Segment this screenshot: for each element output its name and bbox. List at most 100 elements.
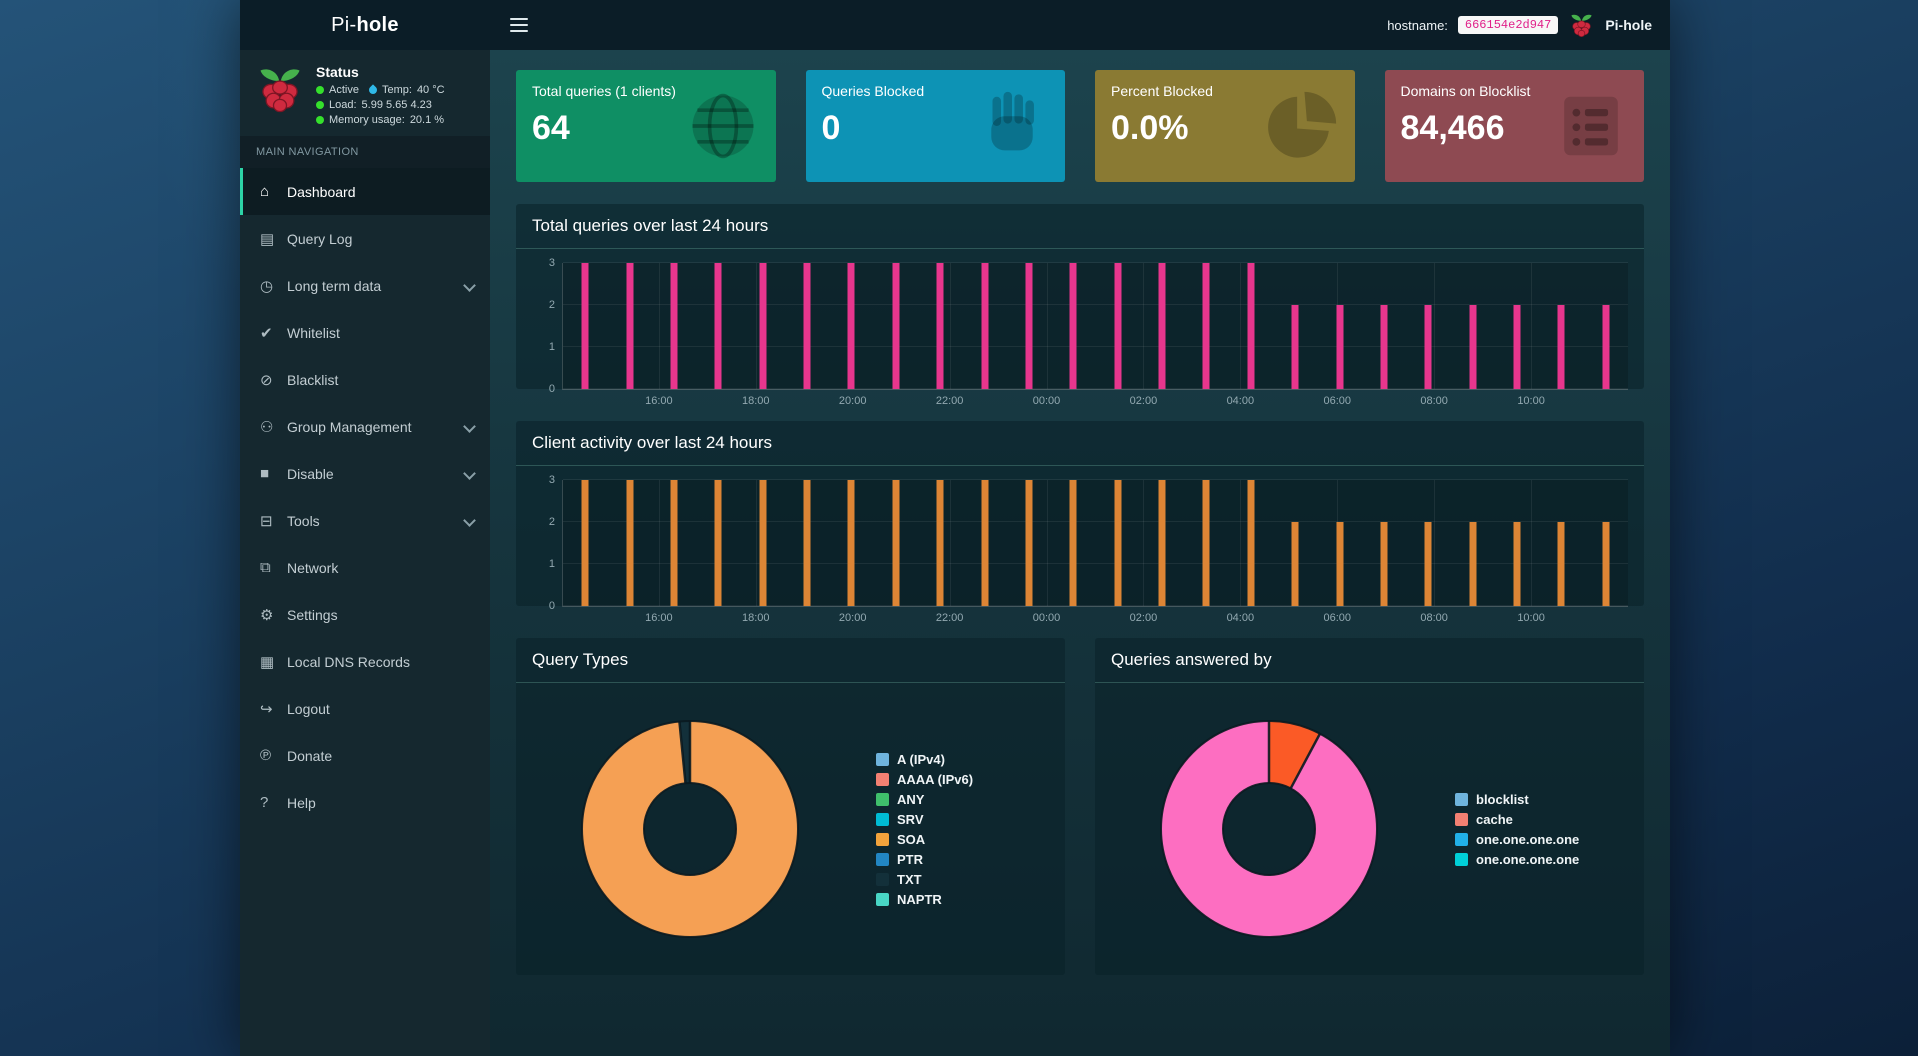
summary-card-2: Percent Blocked 0.0%: [1095, 70, 1355, 182]
sidebar-item-donate[interactable]: ℗ Donate: [240, 732, 490, 779]
legend-label: TXT: [897, 871, 922, 887]
x-axis-label: 16:00: [645, 612, 673, 624]
chevron-down-icon: [463, 420, 476, 433]
x-axis-label: 10:00: [1517, 612, 1545, 624]
legend-label: PTR: [897, 851, 923, 867]
legend-item[interactable]: one.one.one.one: [1455, 852, 1579, 867]
status-title: Status: [316, 64, 359, 80]
sidebar-item-settings[interactable]: ⚙ Settings: [240, 591, 490, 638]
panel-title-query-types: Query Types: [516, 638, 1065, 683]
query-bar: [581, 263, 589, 389]
query-bar: [1602, 305, 1610, 389]
sidebar-item-dashboard[interactable]: ⌂ Dashboard: [240, 168, 490, 215]
chart-pie-icon: [1263, 87, 1341, 165]
card-value: 0.0%: [1111, 109, 1189, 147]
legend-color-chip: [876, 792, 889, 806]
status-memory-row: Memory usage: 20.1 %: [316, 114, 445, 126]
legend-item[interactable]: AAAA (IPv6): [876, 772, 973, 787]
query-bar: [1114, 263, 1122, 389]
legend-item[interactable]: SRV: [876, 812, 973, 827]
legend-item[interactable]: ANY: [876, 792, 973, 807]
card-value: 64: [532, 109, 570, 147]
x-axis-label: 18:00: [741, 612, 770, 624]
card-value: 0: [821, 109, 841, 147]
query-bar: [1247, 263, 1255, 389]
legend-item[interactable]: blocklist: [1455, 792, 1579, 807]
x-axis-label: 22:00: [935, 395, 964, 407]
query-bar: [1025, 480, 1033, 606]
sidebar-toggle-icon[interactable]: [490, 0, 548, 50]
summary-cards: Total queries (1 clients) 64 Queries Block…: [516, 70, 1644, 182]
sidebar-item-local-dns-records[interactable]: ▦ Local DNS Records: [240, 638, 490, 685]
sidebar-item-disable[interactable]: ■ Disable: [240, 450, 490, 497]
load-value: 5.99 5.65 4.23: [361, 99, 432, 111]
status-panel: Status Active Temp: 40 °C Load: 5.99 5.6…: [240, 50, 490, 136]
paypal-icon: ℗: [260, 747, 272, 764]
sidebar-item-label: Dashboard: [287, 183, 356, 200]
query-types-donut: [566, 705, 814, 953]
legend-item[interactable]: SOA: [876, 832, 973, 847]
sidebar-item-tools[interactable]: ⊟ Tools: [240, 497, 490, 544]
query-bar: [1380, 522, 1388, 606]
sidebar-item-blacklist[interactable]: ⊘ Blacklist: [240, 356, 490, 403]
sidebar-item-whitelist[interactable]: ✔ Whitelist: [240, 309, 490, 356]
query-bar: [803, 480, 811, 606]
legend-color-chip: [876, 852, 889, 866]
ban-icon: ⊘: [260, 371, 273, 389]
x-axis-label: 10:00: [1517, 395, 1545, 407]
content-area: Total queries (1 clients) 64 Queries Block…: [490, 50, 1670, 1056]
card-title: Domains on Blocklist: [1400, 83, 1531, 99]
sidebar-item-help[interactable]: ? Help: [240, 779, 490, 826]
queries-answered-by-donut: [1145, 705, 1393, 953]
query-bar: [1380, 305, 1388, 389]
panel-queries-answered-by: Queries answered by blocklist cache one.on…: [1095, 638, 1644, 975]
queries-answered-by-legend: blocklist cache one.one.one.one one.one.one…: [1455, 787, 1579, 872]
legend-item[interactable]: TXT: [876, 872, 973, 887]
query-bar: [714, 263, 722, 389]
query-bar: [1069, 480, 1077, 606]
active-label: Active: [329, 84, 359, 96]
legend-label: cache: [1476, 811, 1513, 827]
legend-item[interactable]: cache: [1455, 812, 1579, 827]
sidebar: Status Active Temp: 40 °C Load: 5.99 5.6…: [240, 50, 490, 1056]
legend-label: blocklist: [1476, 791, 1529, 807]
chevron-down-icon: [463, 467, 476, 480]
sidebar-item-network[interactable]: ⧉ Network: [240, 544, 490, 591]
summary-card-0: Total queries (1 clients) 64: [516, 70, 776, 182]
hand-paper-icon: [973, 87, 1051, 165]
query-bar: [1114, 480, 1122, 606]
legend-item[interactable]: NAPTR: [876, 892, 973, 907]
stop-icon: ■: [260, 465, 270, 482]
sidebar-item-label: Group Management: [287, 418, 412, 435]
brand-prefix: Pi-: [331, 13, 357, 36]
summary-card-1: Queries Blocked 0: [805, 70, 1065, 182]
x-axis-label: 00:00: [1032, 612, 1061, 624]
panel-title-queries-answered-by: Queries answered by: [1095, 638, 1644, 683]
brand-logo[interactable]: Pi-hole: [240, 0, 490, 50]
legend-item[interactable]: one.one.one.one: [1455, 832, 1579, 847]
sidebar-item-long-term-data[interactable]: ◷ Long term data: [240, 262, 490, 309]
legend-color-chip: [876, 812, 889, 826]
globe-icon: [684, 87, 762, 165]
query-bar: [981, 263, 989, 389]
sidebar-item-label: Disable: [287, 465, 334, 482]
query-bar: [1557, 522, 1565, 606]
sidebar-item-query-log[interactable]: ▤ Query Log: [240, 215, 490, 262]
question-icon: ?: [260, 794, 269, 811]
query-bar: [1513, 522, 1521, 606]
query-bar: [936, 263, 944, 389]
legend-item[interactable]: A (IPv4): [876, 752, 973, 767]
bottom-panels-row: Query Types A (IPv4) AAAA (IPv6) ANY SRV SOA…: [516, 638, 1644, 975]
query-bar: [847, 263, 855, 389]
query-bar: [626, 263, 634, 389]
summary-card-3: Domains on Blocklist 84,466: [1384, 70, 1644, 182]
raspberry-logo-icon: [1568, 12, 1595, 39]
legend-item[interactable]: PTR: [876, 852, 973, 867]
sidebar-item-label: Donate: [287, 747, 333, 764]
x-axis-label: 20:00: [838, 395, 867, 407]
legend-color-chip: [1455, 792, 1468, 806]
sidebar-item-group-management[interactable]: ⚇ Group Management: [240, 403, 490, 450]
client-activity-chart: 0 1 2 3 16:00 18:00 20:00 22:00 00:00 02:00 04:00 0…: [549, 474, 1628, 624]
panel-query-types: Query Types A (IPv4) AAAA (IPv6) ANY SRV SOA…: [516, 638, 1065, 975]
sidebar-item-logout[interactable]: ↪ Logout: [240, 685, 490, 732]
